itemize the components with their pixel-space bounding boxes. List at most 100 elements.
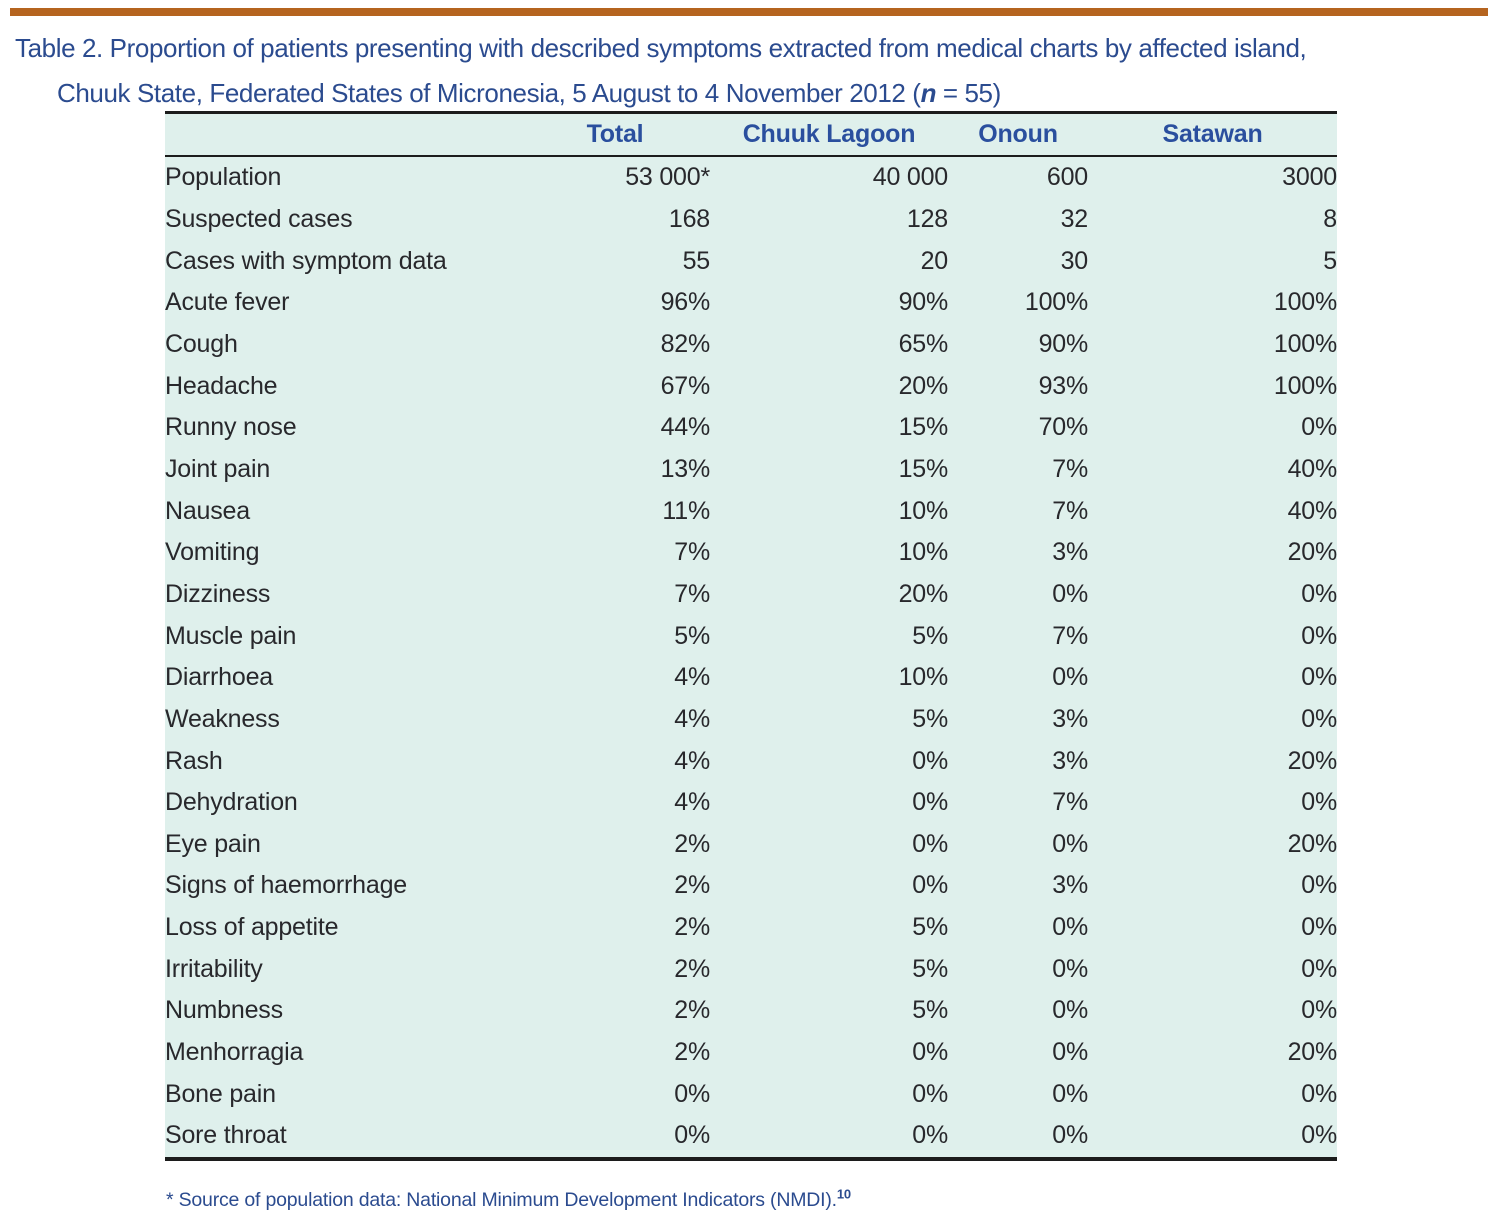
- table-row: Joint pain 13% 15% 7% 40%: [165, 449, 1337, 491]
- cell-total: 5%: [674, 621, 710, 650]
- cell-total: 0%: [674, 1121, 710, 1150]
- cell-satawan: 5: [1323, 246, 1337, 275]
- cell-chuuk-lagoon: 0%: [912, 871, 948, 900]
- cell-total: 82%: [660, 329, 711, 358]
- cell-onoun: 3%: [1052, 746, 1088, 775]
- cell-chuuk-lagoon: 5%: [912, 704, 948, 733]
- cell-onoun: 0%: [1052, 829, 1088, 858]
- row-label: Runny nose: [165, 413, 297, 442]
- table-row: Eye pain 2% 0% 0% 20%: [165, 824, 1337, 866]
- cell-chuuk-lagoon: 0%: [912, 1079, 948, 1108]
- row-label: Dizziness: [165, 579, 271, 608]
- table-row: Nausea 11% 10% 7% 40%: [165, 490, 1337, 532]
- column-header-satawan: Satawan: [1162, 120, 1263, 148]
- cell-chuuk-lagoon: 20%: [898, 579, 949, 608]
- row-label: Cases with symptom data: [165, 246, 447, 275]
- cell-satawan: 0%: [1301, 871, 1337, 900]
- table-row: Irritability 2% 5% 0% 0%: [165, 948, 1337, 990]
- cell-satawan: 0%: [1301, 1079, 1337, 1108]
- table-row: Menhorragia 2% 0% 0% 20%: [165, 1032, 1337, 1074]
- footnote-text: * Source of population data: National Mi…: [166, 1189, 837, 1211]
- cell-total: 4%: [674, 663, 710, 692]
- cell-chuuk-lagoon: 5%: [912, 954, 948, 983]
- cell-onoun: 3%: [1052, 871, 1088, 900]
- cell-satawan: 0%: [1301, 1121, 1337, 1150]
- cell-satawan: 20%: [1287, 1038, 1338, 1067]
- cell-onoun: 0%: [1052, 996, 1088, 1025]
- cell-chuuk-lagoon: 5%: [912, 913, 948, 942]
- cell-onoun: 100%: [1024, 288, 1088, 317]
- table-body: Population 53 000* 40 000 600 3000 Suspe…: [165, 156, 1337, 1159]
- row-label: Suspected cases: [165, 204, 353, 233]
- caption-line-1: Table 2. Proportion of patients presenti…: [15, 33, 1307, 63]
- cell-chuuk-lagoon: 0%: [912, 829, 948, 858]
- cell-total: 7%: [674, 538, 710, 567]
- cell-onoun: 70%: [1038, 413, 1089, 442]
- cell-satawan: 20%: [1287, 746, 1338, 775]
- cell-onoun: 0%: [1052, 663, 1088, 692]
- cell-chuuk-lagoon: 10%: [898, 663, 949, 692]
- cell-total: 44%: [660, 413, 711, 442]
- row-label: Weakness: [165, 704, 280, 733]
- cell-onoun: 7%: [1052, 788, 1088, 817]
- row-label: Acute fever: [165, 288, 290, 317]
- cell-satawan: 100%: [1273, 329, 1337, 358]
- row-label: Signs of haemorrhage: [165, 871, 407, 900]
- cell-total: 2%: [674, 996, 710, 1025]
- cell-chuuk-lagoon: 10%: [898, 496, 949, 525]
- n-symbol: n: [920, 78, 937, 108]
- cell-onoun: 3%: [1052, 538, 1088, 567]
- caption-line-2: Chuuk State, Federated States of Microne…: [57, 71, 1495, 116]
- cell-chuuk-lagoon: 128: [906, 204, 948, 233]
- table-row: Runny nose 44% 15% 70% 0%: [165, 407, 1337, 449]
- row-label: Headache: [165, 371, 278, 400]
- row-label: Bone pain: [165, 1079, 276, 1108]
- cell-onoun: 0%: [1052, 1079, 1088, 1108]
- cell-onoun: 90%: [1038, 329, 1089, 358]
- row-label: Vomiting: [165, 538, 260, 567]
- row-label: Muscle pain: [165, 621, 297, 650]
- table-row: Rash 4% 0% 3% 20%: [165, 740, 1337, 782]
- cell-chuuk-lagoon: 0%: [912, 788, 948, 817]
- table-row: Cases with symptom data 55 20 30 5: [165, 240, 1337, 282]
- footnote: * Source of population data: National Mi…: [166, 1188, 851, 1212]
- cell-satawan: 0%: [1301, 621, 1337, 650]
- cell-total: 67%: [660, 371, 711, 400]
- top-accent-bar: [10, 8, 1488, 16]
- table-row: Vomiting 7% 10% 3% 20%: [165, 532, 1337, 574]
- cell-total: 96%: [660, 288, 711, 317]
- cell-onoun: 0%: [1052, 954, 1088, 983]
- cell-total: 7%: [674, 579, 710, 608]
- cell-chuuk-lagoon: 5%: [912, 996, 948, 1025]
- row-label: Menhorragia: [165, 1038, 304, 1067]
- cell-onoun: 0%: [1052, 1038, 1088, 1067]
- cell-chuuk-lagoon: 15%: [898, 413, 949, 442]
- cell-chuuk-lagoon: 0%: [912, 1121, 948, 1150]
- cell-onoun: 30: [1060, 246, 1089, 275]
- row-label: Irritability: [165, 954, 263, 983]
- cell-onoun: 3%: [1052, 704, 1088, 733]
- cell-satawan: 0%: [1301, 663, 1337, 692]
- cell-total: 53 000*: [625, 163, 710, 192]
- cell-onoun: 0%: [1052, 913, 1088, 942]
- cell-chuuk-lagoon: 20%: [898, 371, 949, 400]
- cell-chuuk-lagoon: 15%: [898, 454, 949, 483]
- row-label: Numbness: [165, 996, 283, 1025]
- row-label: Eye pain: [165, 829, 261, 858]
- cell-total: 0%: [674, 1079, 710, 1108]
- column-header-onoun: Onoun: [978, 120, 1058, 148]
- cell-total: 2%: [674, 871, 710, 900]
- row-label: Joint pain: [165, 454, 271, 483]
- cell-total: 55: [682, 246, 711, 275]
- table-row: Population 53 000* 40 000 600 3000: [165, 156, 1337, 199]
- cell-onoun: 600: [1046, 163, 1088, 192]
- cell-satawan: 100%: [1273, 371, 1337, 400]
- row-label: Cough: [165, 329, 238, 358]
- cell-satawan: 0%: [1301, 704, 1337, 733]
- cell-total: 4%: [674, 746, 710, 775]
- cell-total: 2%: [674, 913, 710, 942]
- header-row: Total Chuuk Lagoon Onoun Satawan: [165, 113, 1337, 156]
- cell-chuuk-lagoon: 0%: [912, 746, 948, 775]
- cell-chuuk-lagoon: 65%: [898, 329, 949, 358]
